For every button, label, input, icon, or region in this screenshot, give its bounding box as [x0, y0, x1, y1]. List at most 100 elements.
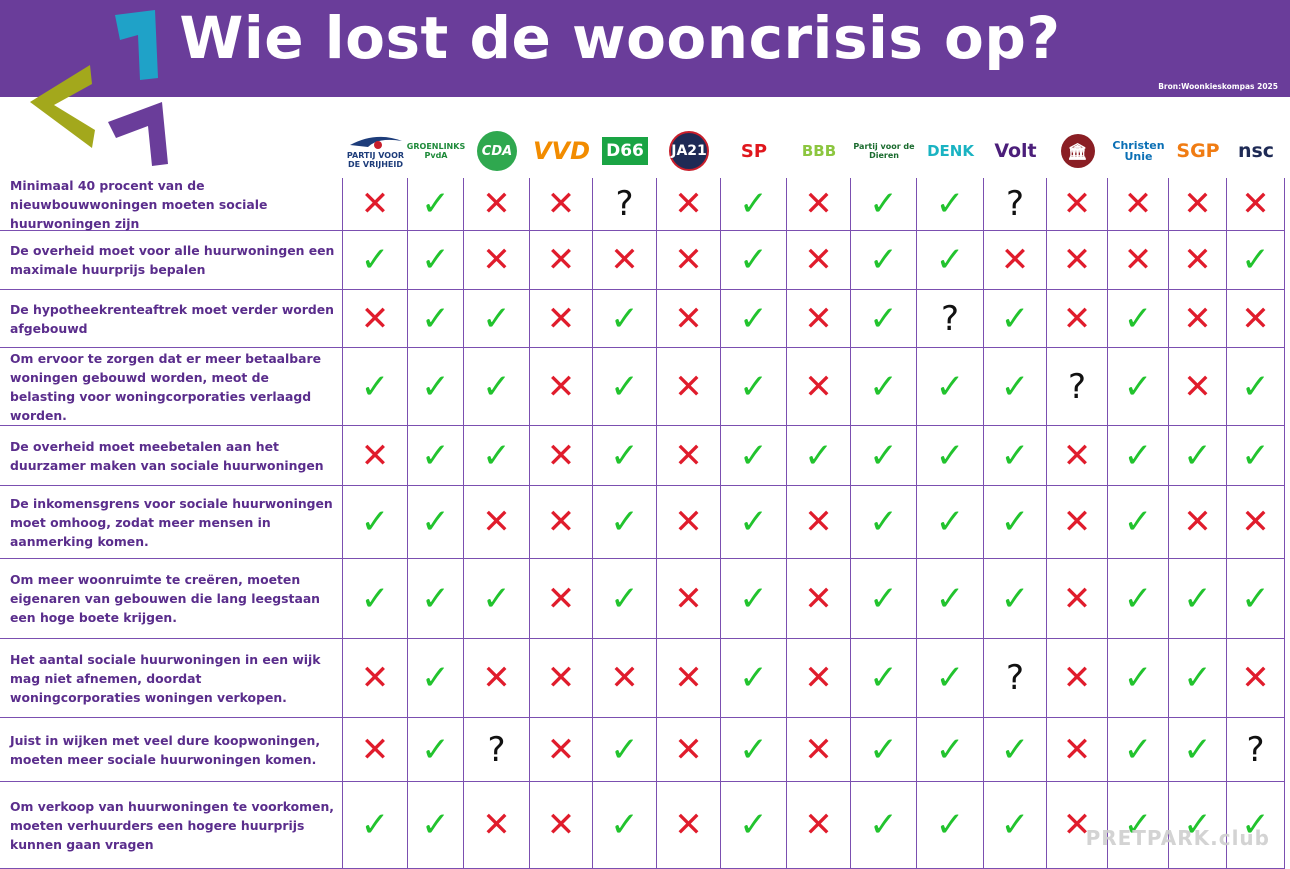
check-icon: ✓ [421, 184, 450, 224]
question-icon: ? [1067, 366, 1087, 407]
answer-cell: ✕ [657, 486, 721, 559]
cross-icon: ✕ [482, 805, 511, 845]
check-icon: ✓ [421, 366, 450, 407]
answer-cell: ✓ [917, 486, 984, 559]
answer-cell: ✕ [530, 559, 593, 639]
answer-cell: ✕ [1227, 639, 1285, 718]
check-icon: ✓ [1183, 435, 1212, 476]
check-icon: ✓ [935, 502, 965, 542]
cross-icon: ✕ [1062, 184, 1092, 224]
cross-icon: ✕ [1062, 658, 1092, 698]
check-icon: ✓ [935, 578, 965, 619]
answer-cell: ✓ [1169, 639, 1227, 718]
check-icon: ✓ [1183, 658, 1212, 698]
check-icon: ✓ [1000, 578, 1030, 619]
answer-cell: ✓ [984, 718, 1047, 782]
answer-cell: ✕ [657, 426, 721, 486]
cross-icon: ✕ [546, 729, 576, 770]
party-d66-logo: D66 [593, 125, 657, 177]
answer-cell: ✕ [530, 782, 593, 869]
answer-cell: ✓ [851, 639, 917, 718]
answer-cell: ✓ [721, 290, 787, 348]
check-icon: ✓ [482, 298, 511, 339]
check-icon: ✓ [482, 366, 511, 407]
answer-cell: ✕ [530, 639, 593, 718]
answer-cell: ✓ [343, 559, 408, 639]
answer-cell: ✓ [1108, 348, 1169, 426]
check-icon: ✓ [935, 184, 965, 224]
check-icon: ✓ [1123, 805, 1153, 845]
answer-cell: ✕ [464, 782, 530, 869]
check-icon: ✓ [869, 435, 898, 476]
answer-cell: ✕ [787, 639, 851, 718]
check-icon: ✓ [935, 805, 965, 845]
answer-cell: ✓ [1108, 639, 1169, 718]
answer-cell: ✓ [721, 639, 787, 718]
cross-icon: ✕ [1062, 502, 1092, 542]
cross-icon: ✕ [546, 298, 576, 339]
answer-cell: ✕ [593, 639, 657, 718]
check-icon: ✓ [739, 729, 768, 770]
answer-cell: ✕ [984, 231, 1047, 290]
answer-cell: ✓ [851, 231, 917, 290]
check-icon: ✓ [869, 240, 898, 280]
answer-cell: ✕ [1047, 178, 1108, 231]
check-icon: ✓ [421, 729, 450, 770]
answer-cell: ✓ [408, 426, 464, 486]
answer-cell: ✓ [1108, 426, 1169, 486]
cross-icon: ✕ [804, 298, 833, 339]
answer-cell: ✓ [1227, 782, 1285, 869]
cross-icon: ✕ [610, 658, 639, 698]
cross-icon: ✕ [674, 366, 703, 407]
question-icon: ? [1005, 184, 1025, 224]
check-icon: ✓ [421, 298, 450, 339]
cross-icon: ✕ [674, 240, 703, 280]
answer-cell: ✕ [1047, 559, 1108, 639]
cross-icon: ✕ [1241, 298, 1270, 339]
statement-text: Juist in wijken met veel dure koopwoning… [0, 718, 343, 782]
check-icon: ✓ [360, 240, 390, 280]
check-icon: ✓ [1123, 298, 1153, 339]
answer-cell: ✓ [787, 426, 851, 486]
answer-cell: ✕ [1169, 486, 1227, 559]
answer-cell: ✕ [1047, 231, 1108, 290]
party-fvd-logo: 🏛 [1047, 125, 1108, 177]
answer-cell: ✓ [917, 782, 984, 869]
cross-icon: ✕ [482, 184, 511, 224]
cross-icon: ✕ [674, 298, 703, 339]
answer-cell: ✓ [464, 426, 530, 486]
answer-cell: ✓ [917, 718, 984, 782]
check-icon: ✓ [869, 184, 898, 224]
party-christenunie-logo: Christen Unie [1112, 139, 1165, 163]
answer-cell: ✕ [657, 290, 721, 348]
check-icon: ✓ [1241, 578, 1270, 619]
answer-cell: ✓ [1227, 348, 1285, 426]
answer-cell: ✕ [787, 290, 851, 348]
cross-icon: ✕ [674, 578, 703, 619]
cross-icon: ✕ [674, 658, 703, 698]
answer-cell: ✕ [787, 178, 851, 231]
check-icon: ✓ [421, 578, 450, 619]
check-icon: ✓ [1241, 805, 1270, 845]
check-icon: ✓ [1123, 435, 1153, 476]
cross-icon: ✕ [610, 240, 639, 280]
check-icon: ✓ [869, 298, 898, 339]
answer-cell: ✓ [408, 178, 464, 231]
answer-cell: ✕ [657, 782, 721, 869]
kompas-logo-icon [30, 10, 168, 166]
statement-text: Het aantal sociale huurwoningen in een w… [0, 639, 343, 718]
answer-cell: ✓ [721, 782, 787, 869]
answer-cell: ✕ [530, 486, 593, 559]
check-icon: ✓ [421, 240, 450, 280]
answer-cell: ✓ [917, 559, 984, 639]
answer-cell: ✕ [1227, 486, 1285, 559]
check-icon: ✓ [610, 805, 639, 845]
cross-icon: ✕ [1241, 658, 1270, 698]
cross-icon: ✕ [482, 658, 511, 698]
check-icon: ✓ [421, 658, 450, 698]
answer-cell: ✕ [1169, 231, 1227, 290]
check-icon: ✓ [1000, 366, 1030, 407]
check-icon: ✓ [1241, 240, 1270, 280]
check-icon: ✓ [739, 805, 768, 845]
party-header-row: PARTIJ VOOR DE VRIJHEID GROENLINKS PvdA … [343, 125, 1285, 177]
